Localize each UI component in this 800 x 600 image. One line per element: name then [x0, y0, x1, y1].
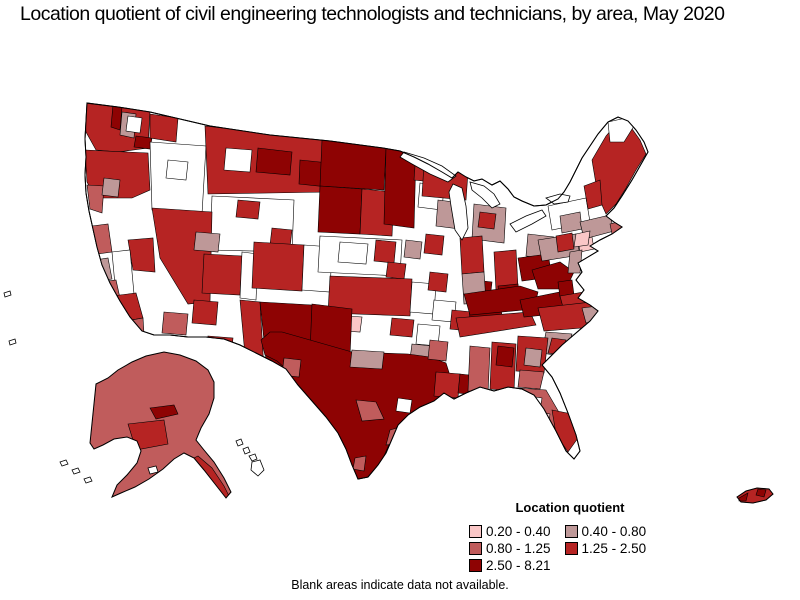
- legend-swatch-2_50-8_21: [469, 559, 482, 572]
- legend-swatch-1_25-2_50: [564, 542, 578, 555]
- mainland-border: [84, 102, 649, 480]
- puerto-rico-areas: [736, 487, 774, 504]
- lake-michigan: [448, 183, 469, 241]
- map-area: [317, 185, 363, 235]
- map-area: [101, 177, 121, 198]
- map-area: [427, 339, 449, 362]
- map-area: [423, 233, 445, 256]
- map-area: [127, 237, 156, 273]
- map-area: [149, 404, 179, 420]
- map-area: [110, 104, 123, 131]
- map-area: [395, 397, 413, 414]
- map-area: [239, 299, 265, 371]
- legend-label: 0.40 - 0.80: [581, 524, 647, 539]
- legend: Location quotient 0.20 - 0.40 0.40 - 0.8…: [438, 500, 702, 573]
- hawaii-big-island: [250, 459, 265, 477]
- legend-swatch-0_80-1_25: [469, 542, 482, 555]
- legend-item: 0.40 - 0.80: [564, 524, 647, 539]
- lake-superior: [399, 151, 457, 183]
- map-area: [86, 184, 105, 214]
- map-area: [555, 232, 575, 253]
- map-area: [477, 211, 497, 230]
- legend-item: 0.80 - 1.25: [469, 541, 551, 556]
- map-area: [755, 488, 767, 498]
- legend-item: 1.25 - 2.50: [564, 541, 647, 556]
- map-area: [119, 317, 145, 336]
- map-area: [559, 211, 583, 234]
- legend-title: Location quotient: [515, 500, 625, 515]
- mainland-areas: [85, 103, 647, 479]
- lake-huron: [469, 181, 501, 209]
- map-area: [473, 389, 493, 406]
- aleutian-islands: [59, 459, 159, 484]
- blank-areas-footnote: Blank areas indicate data not available.: [291, 578, 509, 592]
- map-area: [495, 345, 515, 368]
- map-area: [223, 147, 253, 173]
- map-area: [193, 231, 221, 253]
- map-area: [327, 275, 413, 317]
- legend-swatch-0_40-0_80: [564, 525, 578, 538]
- map-area: [389, 317, 415, 338]
- legend-label: 0.80 - 1.25: [486, 541, 551, 556]
- map-area: [493, 249, 519, 291]
- map-area: [467, 345, 491, 394]
- map-area: [149, 113, 179, 143]
- map-area: [355, 399, 385, 422]
- map-area: [255, 147, 293, 176]
- hawaii-maui: [248, 453, 258, 462]
- map-area: [403, 239, 423, 260]
- map-area: [573, 230, 591, 248]
- map-area: [352, 455, 367, 472]
- map-area: [385, 261, 407, 280]
- puerto-rico-outline: [736, 487, 774, 504]
- hawaii-kauai: [235, 438, 244, 447]
- channel-islands: [3, 290, 17, 346]
- alaska-outline: [89, 351, 232, 499]
- map-area: [517, 369, 545, 390]
- map-area: [251, 241, 305, 292]
- page-title: Location quotient of civil engineering t…: [20, 3, 725, 25]
- map-area: [533, 411, 551, 429]
- legend-swatch-0_20-0_40: [469, 525, 482, 538]
- map-area: [191, 299, 219, 326]
- map-area: [373, 239, 397, 264]
- map-area: [161, 311, 189, 336]
- map-area: [205, 335, 234, 358]
- map-area: [427, 271, 449, 293]
- map-area: [125, 115, 143, 134]
- map-area: [567, 249, 583, 274]
- map-area: [201, 253, 243, 296]
- map-area: [433, 371, 461, 399]
- lake-erie: [509, 209, 547, 233]
- map-area: [235, 199, 261, 220]
- map-area: [165, 159, 189, 181]
- legend-label: 1.25 - 2.50: [581, 541, 647, 556]
- map-area: [523, 347, 543, 368]
- hawaii-oahu: [242, 446, 251, 455]
- map-area: [133, 135, 153, 150]
- legend-item: 2.50 - 8.21: [469, 558, 551, 573]
- map-area: [459, 235, 485, 275]
- map-area: [455, 311, 537, 338]
- legend-item: 0.20 - 0.40: [469, 524, 551, 539]
- map-area: [281, 357, 302, 378]
- legend-label: 0.20 - 0.40: [486, 524, 551, 539]
- hawaii-islands: [235, 438, 265, 477]
- legend-label: 2.50 - 8.21: [486, 558, 551, 573]
- legend-items: 0.20 - 0.40 0.40 - 0.80 0.80 - 1.25 1.25…: [469, 524, 702, 573]
- map-area: [349, 349, 385, 370]
- map-area: [337, 241, 369, 265]
- map-area: [583, 179, 603, 210]
